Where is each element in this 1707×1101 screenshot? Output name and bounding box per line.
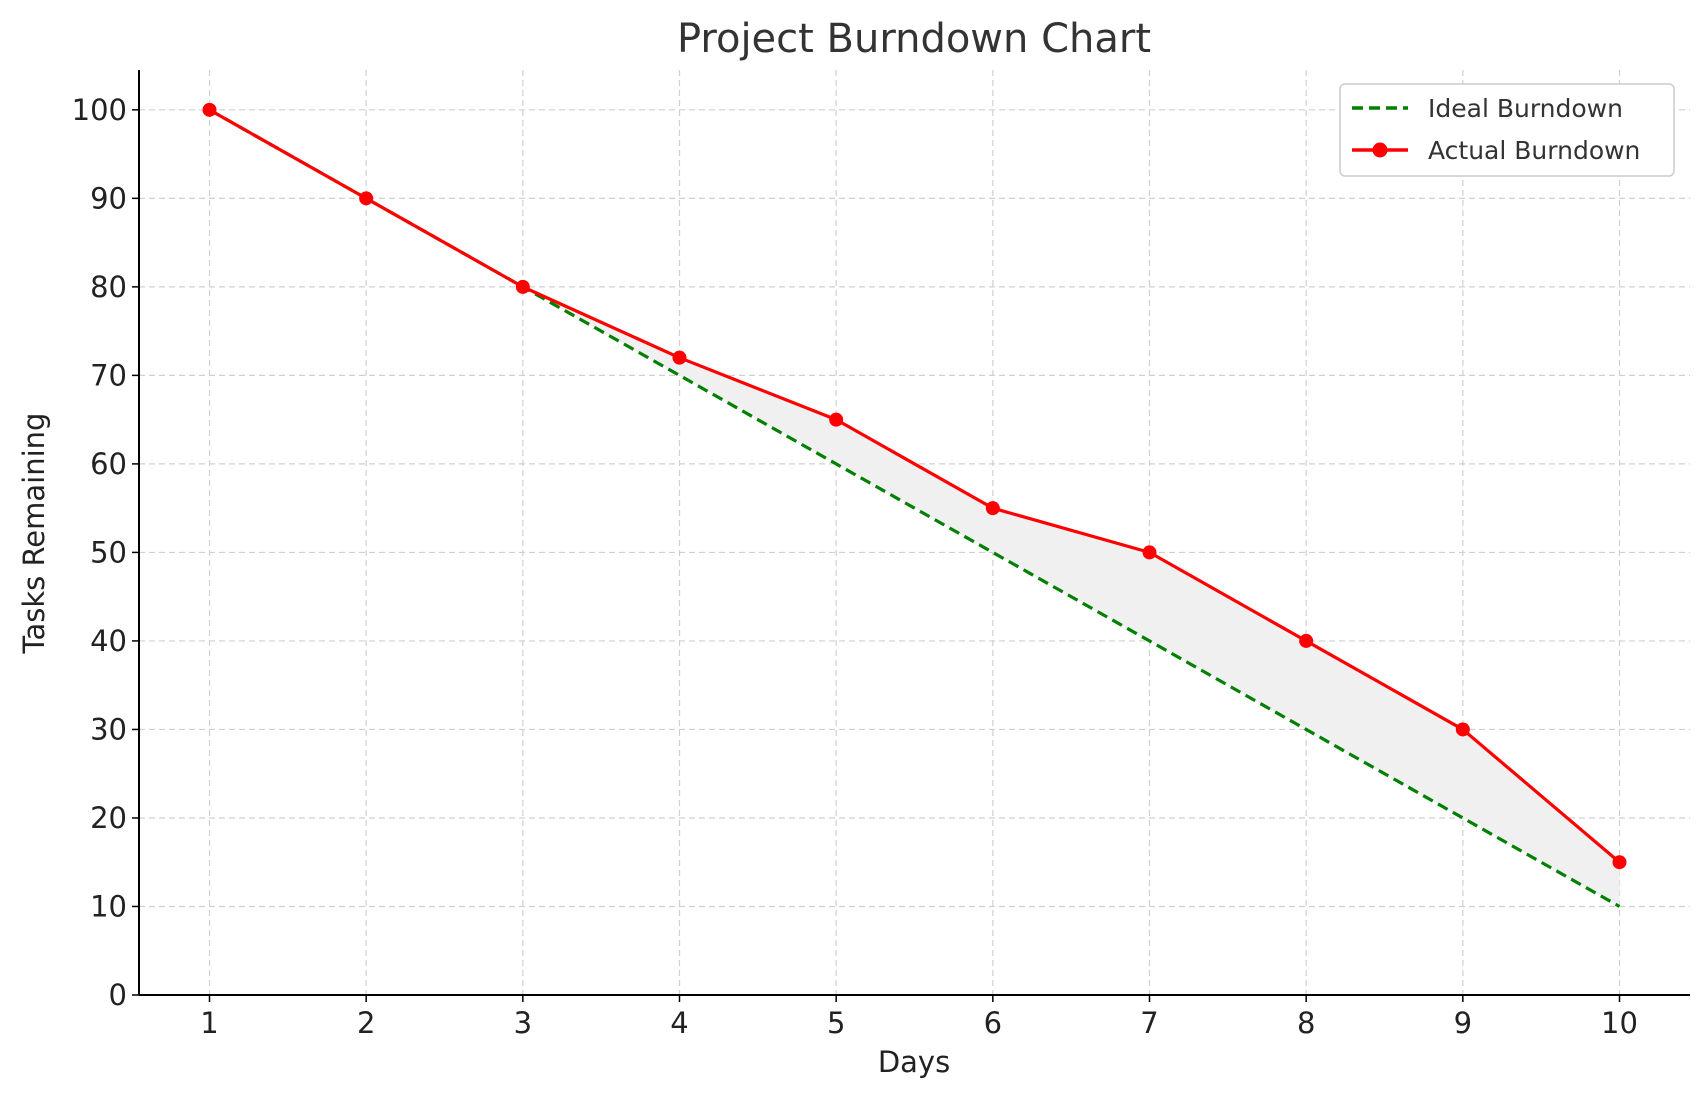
- y-tick-label: 10: [90, 889, 127, 923]
- x-tick-label: 6: [984, 1006, 1002, 1040]
- y-tick-label: 70: [90, 358, 127, 392]
- y-tick-label: 80: [90, 270, 127, 304]
- data-point: [1299, 633, 1314, 648]
- data-point: [202, 102, 217, 117]
- x-tick-label: 9: [1454, 1006, 1472, 1040]
- legend: Ideal Burndown Actual Burndown: [1339, 83, 1675, 177]
- data-point: [985, 501, 1000, 516]
- x-ticks: 1 2 3 4 5 6 7 8 9 10: [200, 995, 1638, 1040]
- legend-label-ideal: Ideal Burndown: [1428, 94, 1623, 123]
- y-tick-label: 90: [90, 181, 127, 215]
- series-markers: [202, 102, 1627, 870]
- data-point: [515, 279, 530, 294]
- legend-box: [1339, 83, 1675, 177]
- data-point: [1142, 545, 1157, 560]
- axes: [138, 70, 1690, 996]
- y-ticks: 0 10 20 30 40 50 60 70 80 90 100: [72, 93, 139, 1012]
- legend-label-actual: Actual Burndown: [1428, 136, 1640, 165]
- chart-title: Project Burndown Chart: [677, 16, 1151, 62]
- y-axis-label: Tasks Remaining: [17, 413, 51, 655]
- series-line-0: [208, 108, 1621, 908]
- grid-lines: [139, 70, 1690, 995]
- series-lines: [208, 108, 1621, 908]
- data-point: [1612, 855, 1627, 870]
- x-tick-label: 5: [827, 1006, 845, 1040]
- y-tick-label: 60: [90, 447, 127, 481]
- x-tick-label: 7: [1140, 1006, 1158, 1040]
- data-point: [1455, 722, 1470, 737]
- x-tick-label: 8: [1297, 1006, 1315, 1040]
- x-tick-label: 10: [1601, 1006, 1638, 1040]
- data-point: [672, 350, 687, 365]
- x-tick-label: 2: [357, 1006, 375, 1040]
- x-tick-label: 4: [670, 1006, 688, 1040]
- x-axis-label: Days: [878, 1045, 950, 1079]
- y-tick-label: 100: [72, 93, 127, 127]
- y-tick-label: 50: [90, 535, 127, 569]
- y-tick-label: 40: [90, 624, 127, 658]
- y-tick-label: 30: [90, 712, 127, 746]
- y-tick-label: 0: [109, 978, 127, 1012]
- data-point: [829, 412, 844, 427]
- x-tick-label: 3: [514, 1006, 532, 1040]
- y-tick-label: 20: [90, 801, 127, 835]
- series-line-1: [208, 108, 1621, 864]
- x-tick-label: 1: [200, 1006, 218, 1040]
- legend-marker-actual: [1372, 142, 1388, 158]
- data-point: [359, 191, 374, 206]
